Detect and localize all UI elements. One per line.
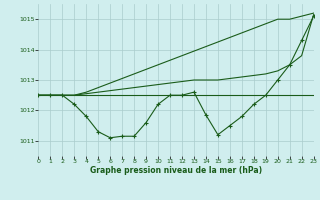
X-axis label: Graphe pression niveau de la mer (hPa): Graphe pression niveau de la mer (hPa) [90,166,262,175]
